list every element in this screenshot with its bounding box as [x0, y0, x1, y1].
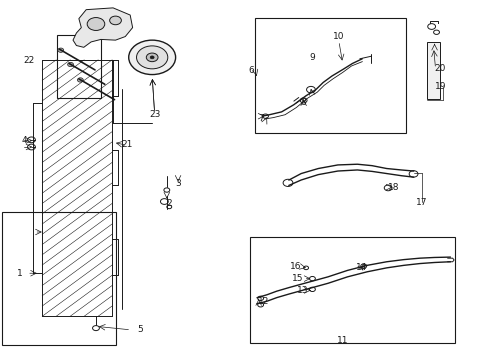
Text: 11: 11: [337, 336, 348, 345]
Text: 13: 13: [297, 286, 308, 295]
Text: 9: 9: [309, 53, 315, 62]
Text: 21: 21: [121, 140, 132, 149]
Text: 6: 6: [248, 66, 254, 75]
Polygon shape: [73, 8, 133, 47]
Circle shape: [137, 46, 168, 69]
Text: 2: 2: [167, 199, 172, 208]
Text: 5: 5: [137, 325, 143, 334]
Circle shape: [77, 78, 83, 82]
Text: 4: 4: [22, 136, 27, 145]
Circle shape: [150, 56, 154, 59]
Bar: [427, 42, 441, 99]
Text: 1: 1: [17, 269, 23, 278]
Text: 10: 10: [333, 32, 344, 41]
Bar: [57, 35, 101, 98]
Text: 23: 23: [149, 110, 160, 119]
Text: 15: 15: [292, 274, 303, 283]
Bar: [1, 212, 116, 345]
Bar: [255, 18, 406, 134]
Bar: [250, 237, 455, 343]
Text: 12: 12: [258, 297, 269, 306]
Circle shape: [68, 62, 74, 67]
Text: 16: 16: [290, 262, 301, 271]
Text: 14: 14: [356, 264, 367, 273]
Text: 19: 19: [435, 82, 446, 91]
Text: 17: 17: [416, 198, 428, 207]
Text: 20: 20: [435, 64, 446, 73]
Text: 18: 18: [388, 183, 400, 192]
Circle shape: [58, 48, 64, 52]
Text: 22: 22: [24, 57, 35, 66]
Circle shape: [110, 16, 122, 25]
Circle shape: [129, 40, 175, 75]
Circle shape: [147, 53, 158, 62]
Text: 7: 7: [258, 114, 264, 123]
Text: 8: 8: [301, 98, 307, 107]
Text: 3: 3: [175, 179, 181, 188]
Circle shape: [87, 18, 105, 31]
